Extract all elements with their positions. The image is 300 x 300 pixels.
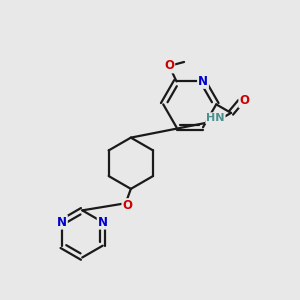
Text: O: O [164,59,174,72]
Text: O: O [239,94,249,107]
Text: HN: HN [206,113,225,123]
Text: N: N [57,216,67,229]
Text: O: O [122,199,132,212]
Text: N: N [198,75,208,88]
Text: N: N [98,216,108,229]
